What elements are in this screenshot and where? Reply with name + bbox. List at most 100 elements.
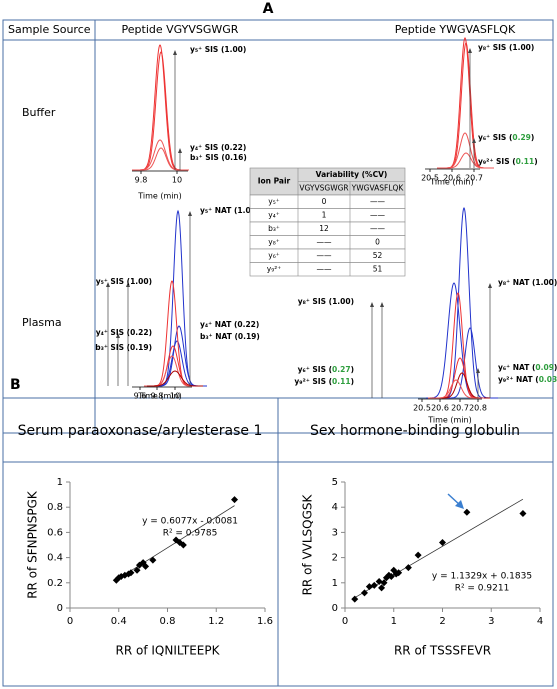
table-subheader: VGYVSGWGR — [299, 183, 348, 192]
header-cell: Peptide YWGVASFLQK — [395, 23, 516, 36]
arrow-head — [476, 368, 480, 373]
trend-equation: y = 0.6077x - 0.0081 — [142, 517, 238, 527]
table-cell: y₉²⁺ — [267, 264, 281, 273]
table-cell: —— — [317, 251, 333, 260]
scatter-chart: 0 0.4 0.8 1.2 1.6 0 0.2 0.4 0.6 0.8 1 — [47, 477, 273, 627]
peak-annotation: y₈⁺ SIS (1.00) — [478, 43, 534, 52]
x-tick-label: 0.8 — [160, 616, 176, 627]
peak-annotation: b₃⁺ SIS (0.16) — [190, 153, 247, 162]
y-tick-label: 0.6 — [47, 527, 63, 538]
data-point — [142, 562, 150, 570]
trace — [438, 42, 494, 169]
tick-label: 20.6 — [443, 174, 461, 183]
axis-label: Time (min) — [137, 192, 181, 201]
x-axis-title: RR of IQNILTEEPK — [115, 644, 220, 658]
y-tick-label: 0 — [57, 603, 63, 614]
peak-annotation: y₈⁺ SIS (1.00) — [298, 297, 354, 306]
tick-label: 20.7 — [451, 404, 469, 413]
arrow-head — [106, 282, 110, 287]
tick-label: 20.8 — [469, 404, 487, 413]
x-tick-label: 0 — [342, 616, 348, 627]
arrow-head — [468, 48, 472, 53]
row-label: Buffer — [22, 106, 56, 119]
y-axis-title: RR of SFNPNSPGK — [26, 490, 40, 599]
tick-label: 20.5 — [421, 174, 439, 183]
table-cell: —— — [317, 237, 333, 246]
peak-annotation: y₆⁺ SIS (0.27) — [298, 365, 354, 374]
y-tick-label: 1 — [57, 477, 63, 488]
header-cell: Sample Source — [8, 23, 91, 36]
header-cell: Peptide VGYVSGWGR — [122, 23, 239, 36]
data-point — [463, 508, 471, 516]
arrow-head — [488, 283, 492, 288]
x-tick-label: 2 — [439, 616, 445, 627]
peak-annotation: y₄⁺ SIS (0.22) — [96, 328, 152, 337]
trend-r2: R² = 0.9211 — [455, 584, 510, 594]
trend-equation: y = 1.1329x + 0.1835 — [432, 572, 532, 582]
y-tick-label: 0 — [332, 603, 338, 614]
chromatogram: 9.8 10 Time (min) y₅⁺ SIS (1.00) y₄⁺ SIS (0.… — [132, 44, 247, 201]
data-point — [231, 496, 239, 504]
chromatogram: 20.5 20.6 20.7 20.8 Time (min) y₈⁺ NAT (1.00)… — [294, 206, 557, 425]
table-cell: b₃⁺ — [268, 224, 280, 233]
trend-r2: R² = 0.9785 — [163, 529, 218, 539]
y-axis-title: RR of VVLSQGSK — [301, 493, 315, 595]
peak-annotation: b₃⁺ NAT (0.19) — [200, 332, 260, 341]
arrow-head — [472, 138, 476, 143]
trace — [144, 280, 200, 387]
peak-annotation: y₉²⁺ SIS (0.11) — [478, 157, 538, 166]
peak-annotation: y₅⁺ SIS (1.00) — [190, 45, 246, 54]
table-cell: 12 — [319, 224, 329, 233]
table-cell: —— — [317, 264, 333, 273]
arrow-head — [178, 148, 182, 153]
y-tick-label: 0.2 — [47, 578, 63, 589]
variability-table: Ion Pair Variability (%CV) VGYVSGWGR YWGVAS… — [249, 167, 406, 277]
y-tick-label: 0.4 — [47, 553, 63, 564]
data-point — [387, 573, 395, 580]
data-point — [414, 551, 422, 559]
panel-label: B — [10, 377, 21, 393]
data-point — [370, 581, 378, 589]
y-tick-label: 3 — [332, 527, 338, 538]
trace — [432, 357, 488, 399]
data-point — [149, 556, 157, 564]
table-cell: 52 — [373, 251, 383, 260]
table-cell: —— — [370, 210, 386, 219]
tick-label: 20.6 — [431, 404, 449, 413]
peak-annotation: y₄⁺ SIS (0.22) — [190, 143, 246, 152]
arrow-head — [370, 302, 374, 307]
chart-title: Serum paraoxonase/arylesterase 1 — [18, 423, 263, 439]
x-tick-label: 1.2 — [208, 616, 224, 627]
table-cell: y₈⁺ — [268, 237, 279, 246]
table-cell: y₅⁺ — [268, 197, 279, 206]
tick-label: 9.6 — [134, 392, 147, 401]
table-cell: 51 — [373, 264, 383, 273]
data-point — [380, 579, 388, 587]
data-point — [133, 566, 141, 574]
data-point — [404, 564, 412, 572]
table-subheader: YWGVASFLQK — [351, 183, 405, 192]
data-point — [127, 569, 135, 577]
table-cell: y₆⁺ — [268, 251, 279, 260]
arrow-head — [126, 282, 130, 287]
data-point — [179, 541, 187, 549]
y-tick-label: 5 — [332, 477, 338, 488]
table-cell: —— — [370, 224, 386, 233]
callout-arrow — [447, 493, 464, 509]
x-tick-label: 1 — [391, 616, 397, 627]
tick-label: 10 — [172, 176, 182, 185]
peak-annotation: y₈⁺ NAT (1.00) — [498, 278, 557, 287]
peak-annotation: y₆⁺ SIS (0.29) — [478, 133, 534, 142]
peak-annotation: y₅⁺ NAT (1.00) — [200, 206, 259, 215]
scatter-chart: 0 1 2 3 4 0 1 2 3 4 5 — [332, 477, 544, 627]
arrow-head — [188, 211, 192, 216]
tick-label: 20.7 — [465, 174, 483, 183]
peak-annotation: y₉²⁺ SIS (0.11) — [294, 377, 354, 386]
x-axis-title: RR of TSSSFEVR — [394, 644, 491, 658]
axis-label: Time (min) — [429, 178, 473, 187]
x-tick-label: 4 — [537, 616, 543, 627]
data-point — [378, 584, 386, 592]
y-tick-label: 2 — [332, 553, 338, 564]
